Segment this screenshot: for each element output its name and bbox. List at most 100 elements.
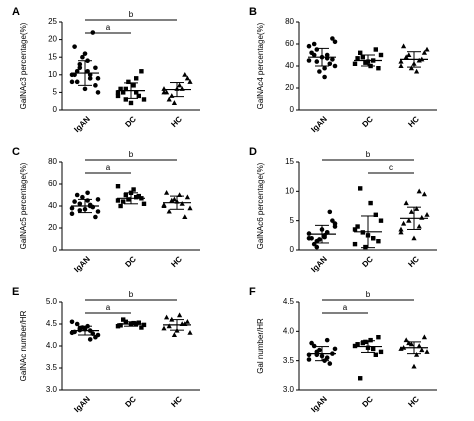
- x-tick-label: IgAN: [309, 114, 329, 134]
- data-point: [306, 43, 312, 49]
- data-point: [74, 79, 80, 85]
- data-point: [80, 54, 85, 60]
- data-point: [82, 51, 88, 56]
- data-point: [416, 343, 422, 348]
- data-point: [411, 363, 417, 369]
- significance-label: b: [366, 290, 371, 299]
- data-point: [93, 214, 98, 220]
- data-point: [115, 184, 121, 189]
- y-axis-label: GalNAc number/HR: [19, 310, 28, 381]
- data-point: [398, 63, 404, 68]
- data-point: [324, 52, 330, 58]
- data-point: [182, 72, 188, 77]
- data-point: [169, 93, 175, 98]
- y-tick-label: 5.0: [46, 297, 58, 306]
- data-point: [401, 220, 407, 226]
- data-point: [355, 342, 360, 347]
- data-point: [80, 194, 85, 200]
- y-tick-label: 0: [290, 105, 295, 114]
- data-point: [324, 230, 330, 235]
- x-tick-label: DC: [360, 254, 375, 269]
- error-bar: [170, 195, 184, 210]
- data-point: [408, 209, 414, 214]
- data-point: [424, 46, 430, 52]
- data-point: [403, 337, 409, 343]
- data-point: [118, 323, 123, 328]
- x-tick-label: IgAN: [72, 254, 92, 274]
- y-tick-label: 20: [48, 223, 57, 232]
- significance-label: b: [129, 10, 134, 19]
- x-tick-label: IgAN: [309, 254, 329, 274]
- x-tick-label: DC: [360, 394, 375, 409]
- panel-label: D: [249, 146, 257, 158]
- x-tick-label: HC: [406, 114, 421, 129]
- data-point: [306, 357, 312, 362]
- y-axis-label: GalNAc3 percentage(%): [19, 22, 28, 109]
- y-tick-label: 0: [53, 105, 58, 114]
- data-point: [69, 79, 75, 85]
- y-tick-label: 4.5: [283, 297, 295, 306]
- data-point: [398, 229, 404, 235]
- data-point: [360, 55, 365, 60]
- panel-label: E: [12, 286, 19, 298]
- error-bar: [315, 346, 329, 362]
- data-point: [330, 36, 335, 41]
- data-point: [95, 197, 101, 202]
- x-tick-label: IgAN: [72, 394, 92, 414]
- data-point: [139, 325, 144, 330]
- data-point: [164, 190, 170, 195]
- data-point: [416, 223, 422, 229]
- data-point: [184, 319, 190, 324]
- data-point: [317, 347, 322, 353]
- data-point: [177, 82, 183, 88]
- data-point: [87, 76, 93, 81]
- y-tick-label: 0: [290, 245, 295, 254]
- data-point: [184, 194, 190, 200]
- data-point: [309, 235, 314, 241]
- data-point: [378, 349, 384, 355]
- y-tick-label: 40: [285, 61, 294, 70]
- y-tick-label: 3.0: [46, 385, 58, 394]
- x-tick-label: IgAN: [309, 394, 329, 414]
- data-point: [123, 192, 128, 198]
- data-point: [378, 52, 384, 58]
- data-point: [118, 203, 123, 209]
- data-point: [419, 347, 425, 353]
- data-point: [115, 93, 121, 99]
- data-point: [306, 58, 312, 63]
- data-point: [363, 244, 368, 250]
- y-tick-label: 15: [285, 157, 294, 166]
- y-tick-label: 20: [48, 35, 57, 44]
- data-point: [187, 79, 193, 84]
- data-point: [360, 340, 365, 346]
- data-point: [358, 186, 363, 191]
- y-axis-label: GalNAc4 percentage(%): [256, 22, 265, 109]
- data-point: [136, 193, 141, 199]
- data-point: [376, 66, 381, 71]
- error-bar: [78, 60, 92, 86]
- data-point: [314, 47, 320, 52]
- data-point: [421, 191, 427, 197]
- data-point: [166, 323, 172, 329]
- data-point: [330, 57, 335, 62]
- data-point: [171, 100, 177, 105]
- error-bar: [170, 82, 184, 98]
- data-point: [358, 50, 363, 55]
- error-bar: [124, 321, 138, 327]
- error-bar: [78, 198, 92, 214]
- data-point: [74, 321, 80, 327]
- data-point: [424, 212, 430, 217]
- data-point: [371, 236, 376, 241]
- error-bar: [315, 47, 329, 67]
- data-point: [77, 61, 83, 67]
- data-point: [414, 352, 420, 357]
- y-tick-label: 60: [285, 39, 294, 48]
- data-point: [121, 199, 126, 204]
- data-point: [322, 234, 327, 240]
- x-tick-label: IgAN: [72, 114, 92, 134]
- x-tick-label: DC: [123, 394, 138, 409]
- significance-label: b: [129, 290, 134, 299]
- data-point: [171, 332, 177, 337]
- data-point: [414, 206, 420, 211]
- data-point: [332, 221, 338, 226]
